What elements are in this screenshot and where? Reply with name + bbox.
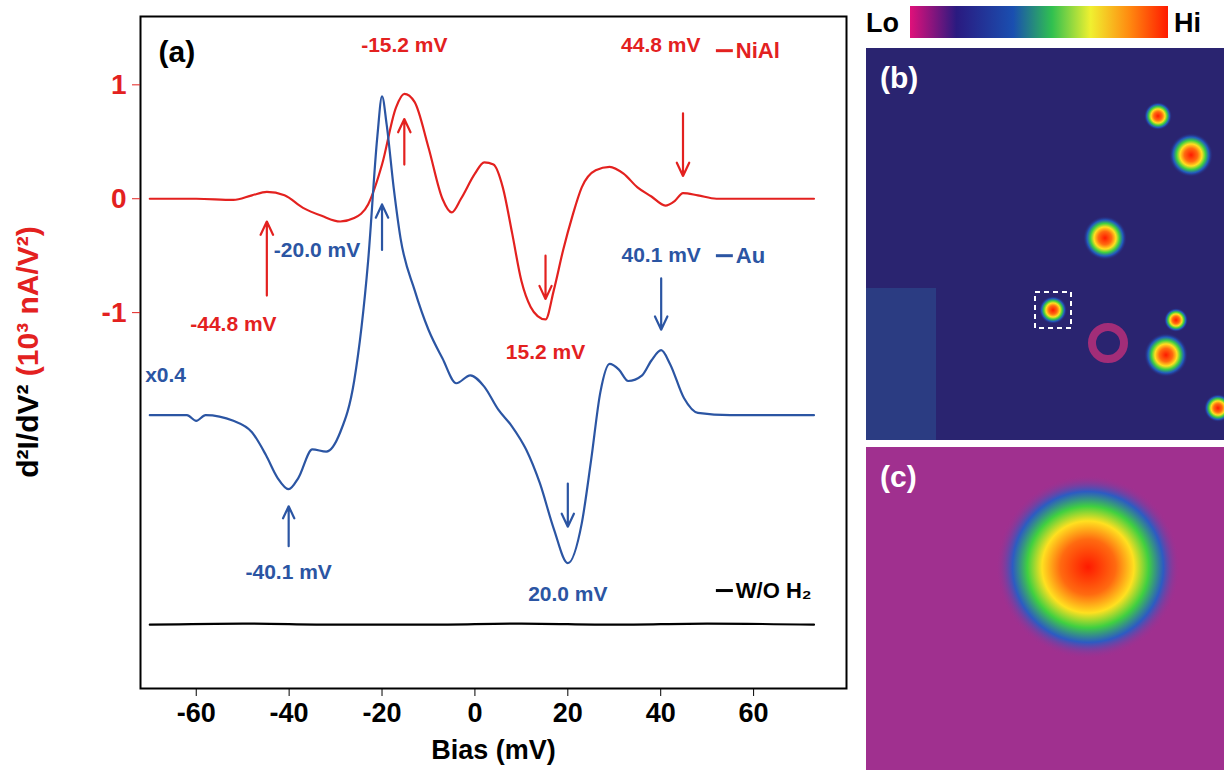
- svg-text:(a): (a): [159, 35, 196, 68]
- svg-text:x0.4: x0.4: [145, 363, 186, 386]
- svg-text:44.8 mV: 44.8 mV: [621, 33, 700, 56]
- svg-text:0: 0: [467, 698, 482, 728]
- svg-text:Lo: Lo: [866, 8, 899, 38]
- svg-text:(c): (c): [880, 460, 917, 493]
- svg-text:-44.8 mV: -44.8 mV: [190, 312, 276, 335]
- svg-text:15.2 mV: 15.2 mV: [506, 340, 585, 363]
- svg-text:d²I/dV² (10³ nA/V²): d²I/dV² (10³ nA/V²): [11, 226, 44, 478]
- svg-text:-15.2 mV: -15.2 mV: [361, 33, 447, 56]
- svg-text:-60: -60: [177, 698, 216, 728]
- svg-text:W/O H₂: W/O H₂: [736, 578, 812, 603]
- svg-text:-1: -1: [102, 297, 127, 328]
- svg-text:Hi: Hi: [1174, 8, 1201, 38]
- svg-text:60: 60: [739, 698, 769, 728]
- svg-text:40: 40: [646, 698, 676, 728]
- svg-text:-40.1 mV: -40.1 mV: [245, 560, 331, 583]
- svg-text:-20: -20: [363, 698, 402, 728]
- svg-text:40.1 mV: 40.1 mV: [621, 243, 700, 266]
- svg-text:-20.0 mV: -20.0 mV: [274, 238, 360, 261]
- svg-text:Au: Au: [736, 243, 765, 268]
- svg-text:20.0 mV: 20.0 mV: [528, 582, 607, 605]
- svg-text:(b): (b): [880, 61, 918, 94]
- svg-text:Bias (mV): Bias (mV): [431, 735, 556, 765]
- svg-text:0: 0: [111, 183, 127, 214]
- svg-text:-40: -40: [270, 698, 309, 728]
- svg-text:NiAl: NiAl: [736, 38, 780, 63]
- svg-text:1: 1: [111, 69, 127, 100]
- svg-text:20: 20: [553, 698, 583, 728]
